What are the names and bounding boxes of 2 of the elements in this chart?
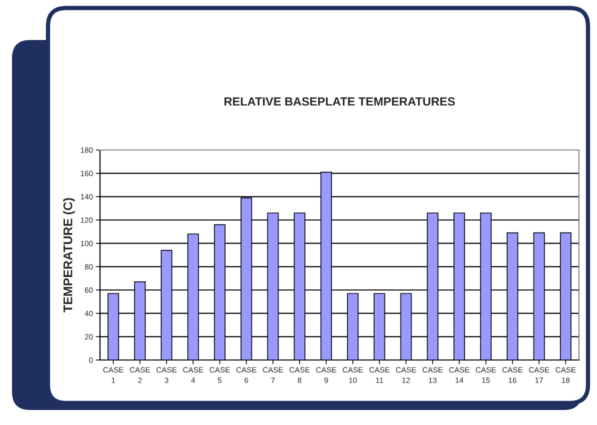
y-axis-title: TEMPERATURE (C): [63, 198, 75, 312]
chart-title: RELATIVE BASEPLATE TEMPERATURES: [224, 97, 455, 106]
